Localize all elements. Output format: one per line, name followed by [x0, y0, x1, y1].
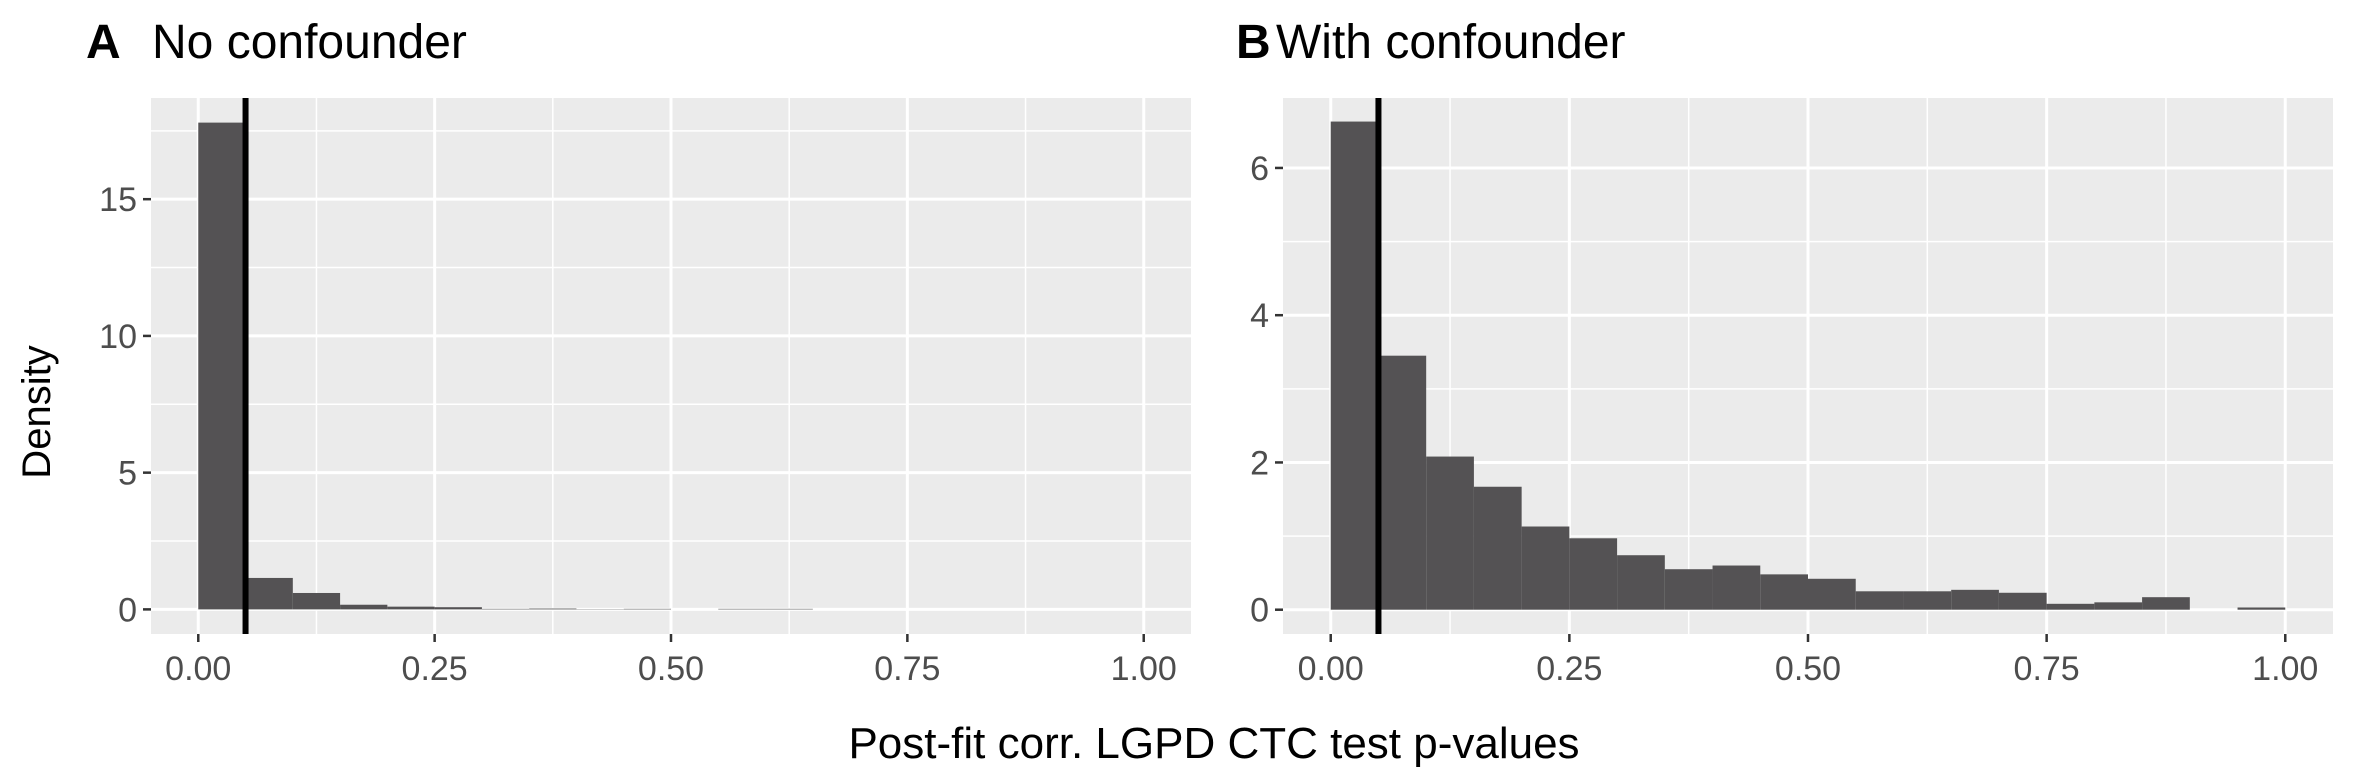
panel-a-histogram-bar	[529, 608, 577, 610]
panel-b-histogram-bar	[1998, 592, 2047, 610]
panel-a-histogram-bar	[340, 604, 388, 610]
panel-a-y-tick-label: 15	[99, 181, 137, 219]
panel-a-histogram-bar	[245, 577, 293, 610]
panel-b-histogram-bar	[1521, 526, 1570, 610]
x-axis-label: Post-fit corr. LGPD CTC test p-values	[848, 719, 1579, 768]
panel-a-histogram-bar	[718, 608, 766, 610]
panel-a-histogram-bar	[434, 607, 482, 610]
panel-b-histogram-bar	[1330, 121, 1379, 610]
panel-a-letter: A	[86, 16, 121, 69]
panel-b-y-tick-label: 2	[1250, 444, 1269, 482]
panel-a-x-tick-label: 1.00	[1111, 650, 1177, 688]
panel-a-x-tick-label: 0.00	[165, 650, 231, 688]
panel-b-histogram-bar	[1617, 555, 1665, 610]
panel-a-y-tick-label: 10	[99, 318, 137, 356]
y-axis-label: Density	[15, 345, 59, 478]
panel-a-y-tick-label: 5	[118, 455, 137, 493]
panel-b-histogram-bar	[1855, 591, 1904, 610]
panel-a-y-tick-label: 0	[118, 591, 137, 629]
panel-b-letter: B	[1236, 16, 1271, 69]
panel-b-histogram-bar	[2046, 603, 2095, 610]
panel-b-histogram-bar	[1664, 569, 1713, 610]
panel-b-histogram-bar	[1760, 574, 1808, 610]
panel-b-histogram-bar	[1426, 456, 1474, 610]
panel-b-x-tick-label: 0.25	[1536, 650, 1602, 688]
panel-b-histogram-bar	[2142, 597, 2190, 610]
panel-a-x-tick-label: 0.25	[402, 650, 468, 688]
panel-b-histogram-bar	[2237, 607, 2286, 610]
panel-b-x-tick-label: 0.50	[1775, 650, 1841, 688]
panel-a-histogram-bar	[292, 592, 341, 610]
panel-b-title: With confounder	[1276, 16, 1626, 69]
panel-b-y-tick-label: 6	[1250, 150, 1269, 188]
panel-b-histogram-bar	[1903, 591, 1952, 610]
panel-b-x-tick-label: 1.00	[2252, 650, 2318, 688]
panel-b-histogram-bar	[1378, 355, 1427, 610]
panel-a-histogram-bar	[623, 608, 671, 610]
panel-a-histogram-bar	[765, 608, 813, 610]
panel-a-x-tick-label: 0.50	[638, 650, 704, 688]
panel-b: B With confounder 0 2 4 6 0.00 0.25 0.50 0.75 1.…	[1236, 16, 2333, 688]
panel-b-histogram-bar	[1808, 578, 1856, 610]
panel-a-x-tick-label: 0.75	[874, 650, 940, 688]
panel-b-histogram-bar	[1951, 589, 1999, 610]
panel-b-y-tick-label: 0	[1250, 592, 1269, 630]
panel-a-histogram-bar	[481, 608, 530, 610]
panel-b-x-tick-label: 0.00	[1298, 650, 1364, 688]
panel-b-y-tick-label: 4	[1250, 297, 1269, 335]
panel-b-histogram-bar	[1473, 486, 1522, 610]
panel-a-title: No confounder	[152, 16, 467, 69]
panel-a-histogram-bar	[198, 122, 246, 610]
panel-b-histogram-bar	[1712, 565, 1761, 610]
panel-b-x-tick-label: 0.75	[2014, 650, 2080, 688]
panel-a-histogram-bar	[387, 606, 435, 610]
panel-b-histogram-bar	[1569, 538, 1618, 610]
panel-b-histogram-bar	[2094, 602, 2143, 610]
panel-a: A No confounder 0 5 10 15 0.00 0.25 0.50 0.75 1.…	[86, 16, 1191, 688]
